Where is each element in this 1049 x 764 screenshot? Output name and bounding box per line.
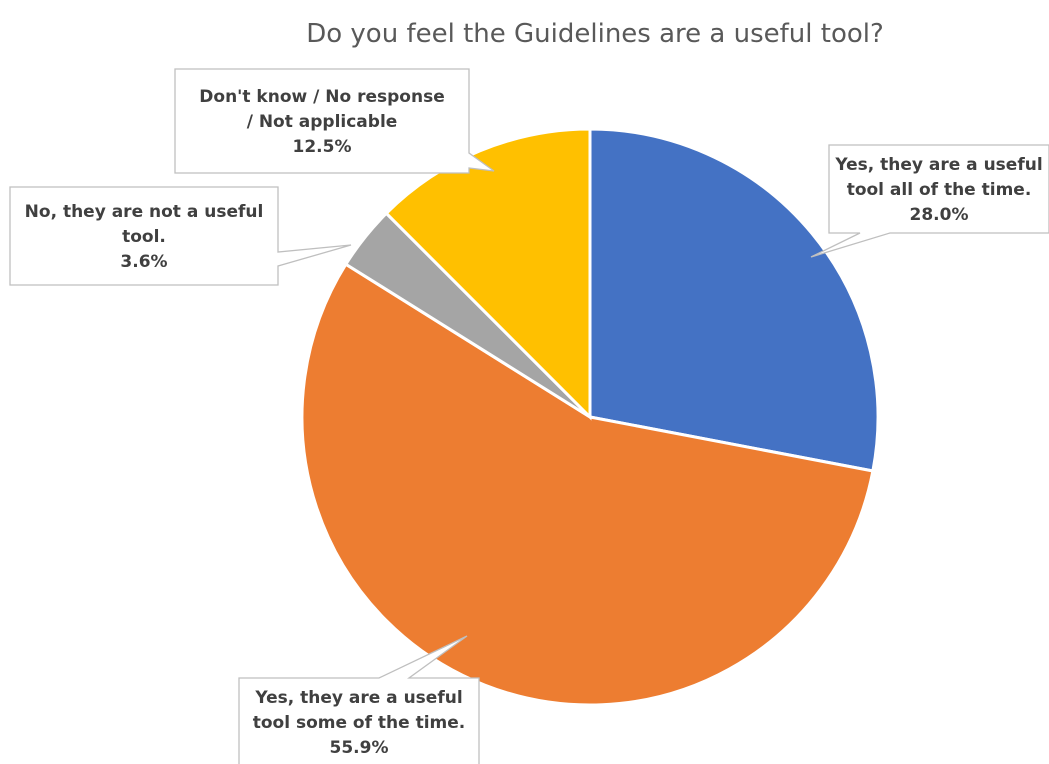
pie-slices xyxy=(300,127,880,707)
data-label-category: tool some of the time. xyxy=(253,713,466,733)
data-label-category: tool all of the time. xyxy=(847,180,1032,200)
data-label-value: 28.0% xyxy=(910,205,969,225)
data-label-category: tool. xyxy=(122,227,166,247)
data-label-callout: Don't know / No response / Not applicable… xyxy=(174,68,495,174)
data-label-category: Yes, they are a useful xyxy=(254,688,462,708)
data-label-callout: Yes, they are a useful tool all of the ti… xyxy=(810,144,1049,258)
callout-box xyxy=(810,144,1049,258)
data-label-category: No, they are not a useful xyxy=(25,202,264,222)
pie-slice-yes-they-are-a-useful-tool-all-of-the-time xyxy=(588,127,880,473)
pie-slice-don-t-know-no-response-not-applicable xyxy=(384,127,592,421)
chart-title: Do you feel the Guidelines are a useful … xyxy=(306,19,884,49)
callout-box xyxy=(174,68,495,174)
callout-box xyxy=(9,186,352,286)
data-label-value: 12.5% xyxy=(293,137,352,157)
pie-slice-yes-they-are-a-useful-tool-some-of-the-time xyxy=(300,262,875,707)
data-label-category: Yes, they are a useful xyxy=(834,155,1042,175)
data-label-category: / Not applicable xyxy=(247,112,398,132)
pie-callouts: Yes, they are a useful tool all of the ti… xyxy=(9,68,1049,764)
data-label-value: 55.9% xyxy=(330,738,389,758)
data-label-value: 3.6% xyxy=(120,252,167,272)
callout-box xyxy=(238,635,480,764)
data-label-category: Don't know / No response xyxy=(199,87,444,107)
data-label-callout: No, they are not a useful tool. 3.6% xyxy=(9,186,352,286)
data-label-callout: Yes, they are a useful tool some of the t… xyxy=(238,635,480,764)
